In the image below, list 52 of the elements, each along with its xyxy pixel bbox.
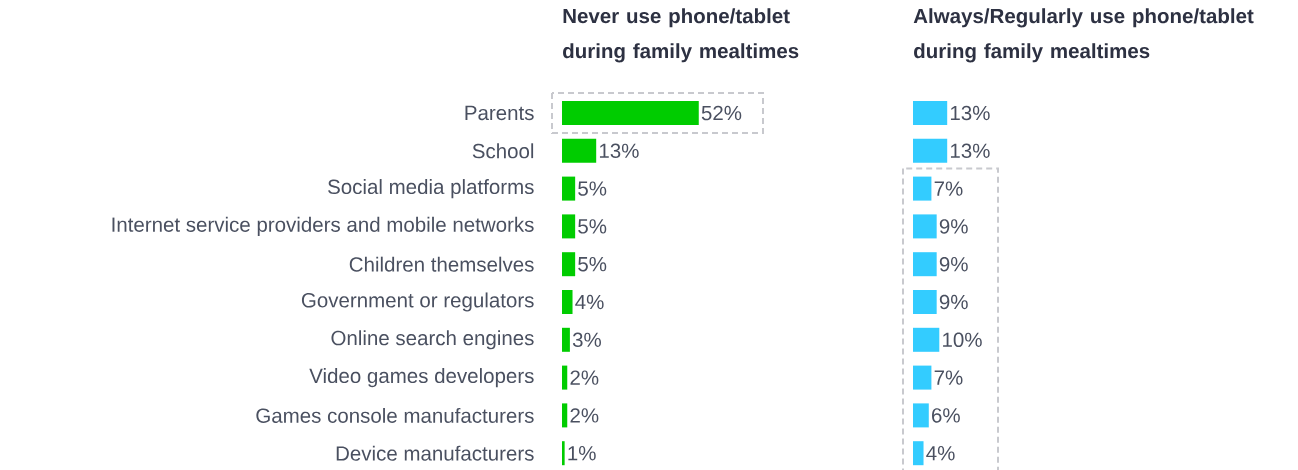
bar [913,365,932,390]
bar [913,290,937,314]
y-tick-label: Children themselves [349,256,534,272]
bar [913,252,937,277]
data-label: 10% [943,332,982,348]
y-tick-label: Games console manufacturers [256,407,534,423]
chart-title: Never use phone/tablet during family mealtimes [563,8,799,63]
data-label: 5% [578,256,607,272]
y-tick-label: Government or regulators [301,292,534,312]
data-label: 5% [578,181,607,196]
text: Always/Regularly use phone/tablet during family mealtimes [913,8,1254,63]
y-tick-label: Device manufacturers [336,445,534,461]
bar [913,138,948,163]
bar [562,176,576,201]
bar [562,327,570,352]
data-label: 52% [701,105,742,121]
data-label: 1% [568,446,596,461]
bar [562,214,576,239]
y-tick-label: Internet service providers and mobile networks [112,216,534,236]
bar [913,403,929,428]
bar [562,403,568,428]
data-label: 3% [572,332,601,348]
y-tick-label: Parents [465,105,534,121]
bar [913,214,937,239]
data-label: 13% [599,143,639,159]
data-label: 2% [570,408,599,423]
data-label: 4% [575,294,604,310]
bar [913,327,940,352]
bar [913,176,932,201]
bar [562,441,565,466]
y-tick-label: Social media platforms [328,179,534,199]
data-label: 6% [932,408,960,423]
bar [562,101,699,125]
data-label: 9% [939,294,968,310]
data-label: 9% [939,256,968,272]
data-label: 2% [570,370,599,385]
bar [913,101,948,125]
data-label: 7% [934,370,963,385]
data-label: 9% [939,219,968,234]
data-label: 4% [926,446,955,461]
bar [562,138,597,163]
data-label: 7% [934,181,963,196]
data-label: 13% [950,143,990,159]
y-tick-label: Video games developers [309,368,534,388]
y-tick-label: Online search engines [331,330,534,350]
bar [562,365,568,390]
y-tick-label: School [472,143,534,159]
bar [562,252,576,277]
bar [913,441,924,466]
bar [562,290,573,314]
data-label: 13% [950,105,990,121]
data-label: 5% [578,219,607,234]
